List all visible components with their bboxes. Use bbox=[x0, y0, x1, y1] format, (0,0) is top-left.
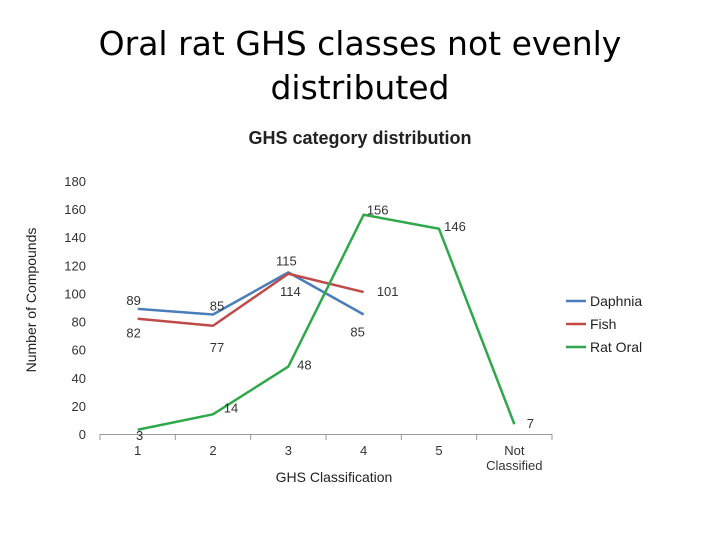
chart-legend: Daphnia Fish Rat Oral bbox=[566, 293, 642, 355]
data-label: 156 bbox=[367, 203, 389, 218]
chart-axes: 0 20 40 60 80 100 120 140 160 180 1 2 3 4 5 Not Classifi… bbox=[23, 174, 553, 485]
chart-title: GHS category distribution bbox=[248, 128, 472, 148]
y-tick-label: 40 bbox=[72, 371, 86, 386]
chart-series bbox=[137, 213, 516, 432]
y-tick-label: 120 bbox=[64, 258, 86, 273]
data-label: 85 bbox=[210, 299, 224, 314]
x-tick-label: 1 bbox=[134, 443, 141, 458]
y-axis-title: Number of Compounds bbox=[23, 228, 39, 373]
x-tick-label: 4 bbox=[360, 443, 367, 458]
y-tick-label: 80 bbox=[72, 315, 86, 330]
y-tick-label: 100 bbox=[64, 286, 86, 301]
data-label: 101 bbox=[377, 284, 399, 299]
data-label: 3 bbox=[136, 428, 143, 443]
x-tick-label: 3 bbox=[285, 443, 292, 458]
data-label: 77 bbox=[210, 340, 224, 355]
x-axis-title: GHS Classification bbox=[276, 469, 393, 485]
y-tick-label: 140 bbox=[64, 230, 86, 245]
series-line-fish bbox=[137, 272, 364, 328]
y-tick-label: 160 bbox=[64, 202, 86, 217]
data-label: 114 bbox=[280, 284, 301, 299]
data-label: 82 bbox=[126, 326, 140, 341]
data-label: 146 bbox=[444, 219, 466, 234]
data-label: 14 bbox=[224, 400, 238, 415]
data-label: 7 bbox=[527, 416, 534, 431]
y-tick-label: 60 bbox=[72, 343, 86, 358]
series-line-daphnia bbox=[137, 271, 365, 316]
data-label: 89 bbox=[126, 293, 140, 308]
chart-data-labels: 89 85 115 85 82 77 114 101 3 14 48 156 146 7 bbox=[126, 203, 534, 443]
x-tick-label: 2 bbox=[209, 443, 216, 458]
data-label: 48 bbox=[297, 358, 311, 373]
x-tick-label: 5 bbox=[435, 443, 442, 458]
y-tick-label: 20 bbox=[72, 399, 86, 414]
data-label: 115 bbox=[276, 253, 297, 268]
slide-title: Oral rat GHS classes not evenly distribu… bbox=[98, 24, 622, 107]
x-tick-label: Not Classified bbox=[486, 443, 542, 473]
series-line-rat-oral bbox=[137, 213, 516, 432]
y-tick-label: 180 bbox=[64, 174, 86, 189]
legend-label: Rat Oral bbox=[590, 339, 642, 355]
y-tick-label: 0 bbox=[79, 427, 86, 442]
data-label: 85 bbox=[350, 325, 364, 340]
legend-label: Fish bbox=[590, 316, 616, 332]
legend-label: Daphnia bbox=[590, 293, 642, 309]
